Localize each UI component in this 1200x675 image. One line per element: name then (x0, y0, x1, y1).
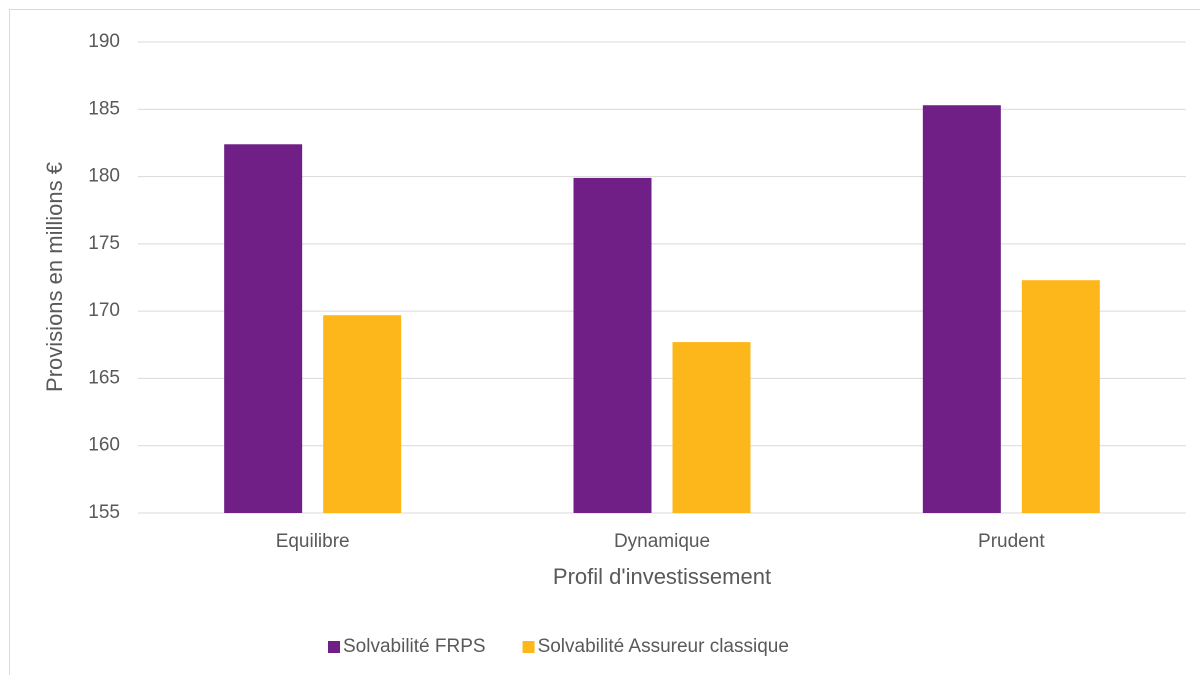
y-axis-title: Provisions en millions € (42, 162, 67, 392)
legend-label: Solvabilité Assureur classique (538, 636, 789, 657)
legend-swatch (328, 641, 340, 653)
legend-swatch (522, 641, 535, 653)
x-tick-label: Dynamique (614, 531, 710, 552)
bar (573, 177, 652, 513)
y-tick-label: 180 (88, 166, 120, 187)
legend-label: Solvabilité FRPS (343, 636, 486, 657)
bar (672, 342, 751, 513)
y-tick-label: 170 (88, 300, 120, 321)
y-tick-label: 190 (88, 31, 120, 52)
chart-border (9, 9, 1200, 675)
bar (1021, 280, 1100, 513)
y-tick-label: 185 (88, 98, 120, 119)
x-tick-label: Prudent (978, 531, 1045, 552)
bar (224, 144, 303, 513)
y-tick-label: 175 (88, 233, 120, 254)
x-tick-label: Equilibre (276, 531, 350, 552)
y-tick-label: 155 (88, 502, 120, 523)
y-tick-label: 165 (88, 367, 120, 388)
x-axis-title: Profil d'investissement (553, 564, 771, 589)
bar (323, 315, 402, 513)
y-tick-label: 160 (88, 435, 120, 456)
bar (922, 105, 1001, 514)
